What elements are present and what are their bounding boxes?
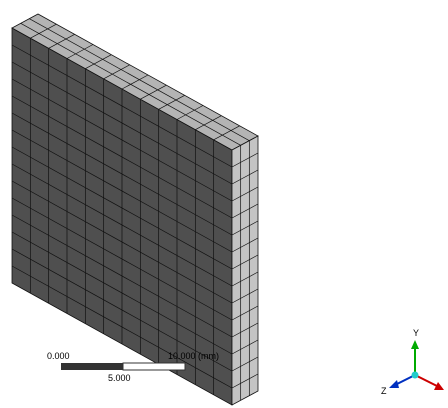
z-axis-label: Z [381, 386, 387, 396]
viewport: 0.000 10.000 (mm) 5.000 Y Z [0, 0, 448, 408]
side-face [232, 136, 258, 405]
z-arrow-head [389, 380, 399, 388]
scale-end-label: 10.000 (mm) [168, 351, 219, 361]
scale-mid-label: 5.000 [108, 373, 131, 383]
mesh-model [12, 14, 258, 405]
scale-start-label: 0.000 [47, 351, 70, 361]
scale-bar-light [123, 363, 185, 370]
x-axis-arrow [415, 375, 437, 386]
page: 0.000 10.000 (mm) 5.000 Y Z (() => { con… [0, 0, 448, 408]
axis-triad: Y Z [381, 328, 444, 396]
y-axis-label: Y [413, 328, 419, 338]
y-arrow-head [411, 340, 419, 349]
scale-bar-dark [61, 363, 123, 370]
triad-origin [412, 372, 419, 379]
